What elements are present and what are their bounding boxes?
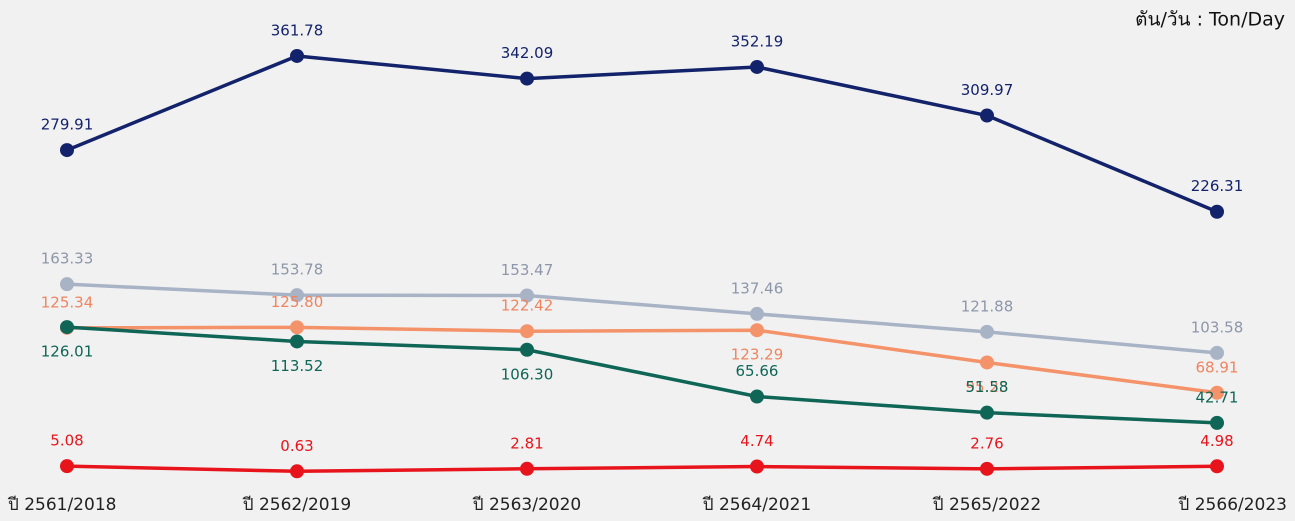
data-point	[290, 320, 304, 335]
data-point	[290, 48, 304, 63]
data-label: 2.76	[970, 434, 1003, 452]
data-point	[980, 355, 994, 370]
data-label: 65.66	[736, 362, 779, 380]
data-point	[1210, 345, 1224, 360]
series-line	[66, 54, 1218, 214]
data-point	[290, 288, 304, 303]
data-label: 106.30	[501, 365, 554, 383]
data-point	[750, 323, 764, 338]
data-label: 125.80	[271, 293, 324, 311]
data-label: 51.58	[966, 378, 1009, 396]
data-point	[520, 342, 534, 357]
series-line	[66, 464, 1218, 474]
data-point	[520, 324, 534, 339]
unit-label: ตัน/วัน : Ton/Day	[1135, 9, 1285, 31]
data-point	[520, 71, 534, 86]
data-label: 279.91	[41, 116, 94, 134]
data-label: 42.71	[1196, 388, 1239, 406]
data-label: 125.34	[41, 293, 94, 311]
x-tick-label: ปี 2565/2022	[932, 495, 1041, 515]
data-point	[520, 288, 534, 303]
x-tick-label: ปี 2566/2023	[1178, 495, 1287, 515]
data-point	[980, 324, 994, 339]
data-point	[750, 306, 764, 321]
data-label: 2.81	[510, 434, 543, 452]
data-point	[520, 461, 534, 476]
data-label: 342.09	[501, 44, 554, 62]
data-label: 226.31	[1191, 177, 1244, 195]
data-label: 5.08	[50, 432, 83, 450]
data-label: 153.47	[501, 261, 554, 279]
data-label: 68.91	[1196, 358, 1239, 376]
data-point	[750, 389, 764, 404]
data-point	[980, 405, 994, 420]
data-point	[60, 320, 74, 335]
data-point	[60, 277, 74, 292]
data-point	[980, 108, 994, 123]
data-label: 126.01	[41, 343, 94, 361]
data-point	[290, 334, 304, 349]
data-label: 352.19	[731, 32, 784, 50]
data-point	[1210, 415, 1224, 430]
data-point	[1210, 385, 1224, 400]
data-label: 0.63	[280, 437, 313, 455]
x-tick-label: ปี 2562/2019	[242, 495, 351, 515]
data-label: 361.78	[271, 21, 324, 39]
data-point	[1210, 204, 1224, 219]
data-label: 163.33	[41, 250, 94, 268]
data-point	[750, 459, 764, 474]
data-point	[60, 143, 74, 158]
data-point	[980, 461, 994, 476]
data-label: 309.97	[961, 81, 1014, 99]
series-line	[66, 325, 1218, 425]
x-tick-label: ปี 2564/2021	[702, 495, 811, 515]
data-label: 113.52	[271, 357, 324, 375]
x-tick-label: ปี 2563/2020	[472, 495, 581, 515]
data-label: 103.58	[1191, 318, 1244, 336]
data-label: 4.74	[740, 432, 773, 450]
series-line	[66, 325, 1218, 395]
data-label: 153.78	[271, 261, 324, 279]
data-label: 4.98	[1200, 432, 1233, 450]
series-line	[66, 282, 1218, 355]
data-label: 137.46	[731, 279, 784, 297]
data-point	[60, 459, 74, 474]
data-label: 123.29	[731, 346, 784, 364]
data-label: 121.88	[961, 297, 1014, 315]
data-label: 95.23	[966, 378, 1009, 396]
data-point	[290, 464, 304, 479]
data-point	[1210, 459, 1224, 474]
x-tick-label: ปี 2561/2018	[7, 495, 116, 515]
data-point	[750, 59, 764, 74]
data-label: 122.42	[501, 297, 554, 315]
